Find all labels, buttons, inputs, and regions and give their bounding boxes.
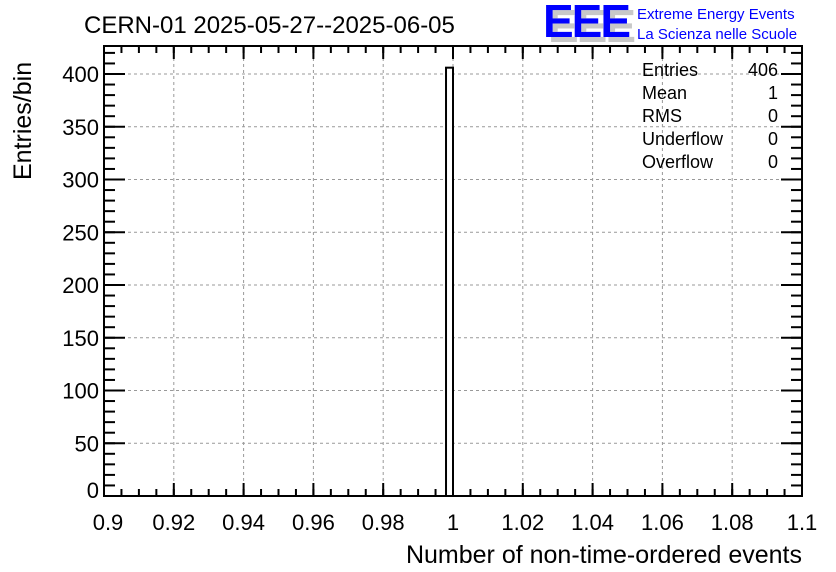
stats-label: Underflow	[642, 129, 724, 149]
stats-label: Mean	[642, 83, 687, 103]
stats-label: Entries	[642, 60, 698, 80]
y-tick-label: 150	[62, 326, 99, 351]
x-tick-label: 1.1	[787, 510, 818, 535]
chart-title: CERN-01 2025-05-27--2025-06-05	[84, 12, 455, 39]
x-tick-label: 0.94	[222, 510, 265, 535]
logo-line1: Extreme Energy Events	[637, 6, 795, 23]
stats-value: 406	[748, 60, 778, 80]
stats-box: Entries 406 Mean 1 RMS 0 Underflow 0 Overflow 0	[642, 60, 778, 172]
logo-text: EEE	[543, 0, 629, 47]
stats-label: Overflow	[642, 152, 714, 172]
stats-value: 1	[768, 83, 778, 103]
y-tick-label: 50	[75, 431, 99, 456]
x-tick-label: 1.04	[571, 510, 614, 535]
y-tick-label: 200	[62, 273, 99, 298]
logo-line2: La Scienza nelle Scuole	[637, 26, 797, 43]
stats-value: 0	[768, 152, 778, 172]
y-tick-label: 0	[87, 478, 99, 503]
y-axis-label: Entries/bin	[9, 62, 37, 180]
x-axis-label: Number of non-time-ordered events	[406, 541, 802, 569]
x-tick-label: 1.02	[501, 510, 544, 535]
x-tick-label: 1.06	[641, 510, 684, 535]
x-tick-label: 0.9	[93, 510, 124, 535]
x-tick-label: 0.92	[152, 510, 195, 535]
stats-label: RMS	[642, 106, 682, 126]
stats-value: 0	[768, 129, 778, 149]
x-tick-label: 1	[447, 510, 459, 535]
stats-value: 0	[768, 106, 778, 126]
y-tick-label: 400	[62, 62, 99, 87]
x-tick-label: 0.96	[292, 510, 335, 535]
y-tick-label: 300	[62, 168, 99, 193]
histogram-bin	[445, 66, 454, 497]
y-tick-label: 100	[62, 379, 99, 404]
x-tick-label: 1.08	[711, 510, 754, 535]
x-tick-label: 0.98	[362, 510, 405, 535]
y-tick-label: 350	[62, 115, 99, 140]
eee-logo: EEE Extreme Energy Events La Scienza nel…	[543, 0, 797, 47]
y-tick-label: 250	[62, 220, 99, 245]
